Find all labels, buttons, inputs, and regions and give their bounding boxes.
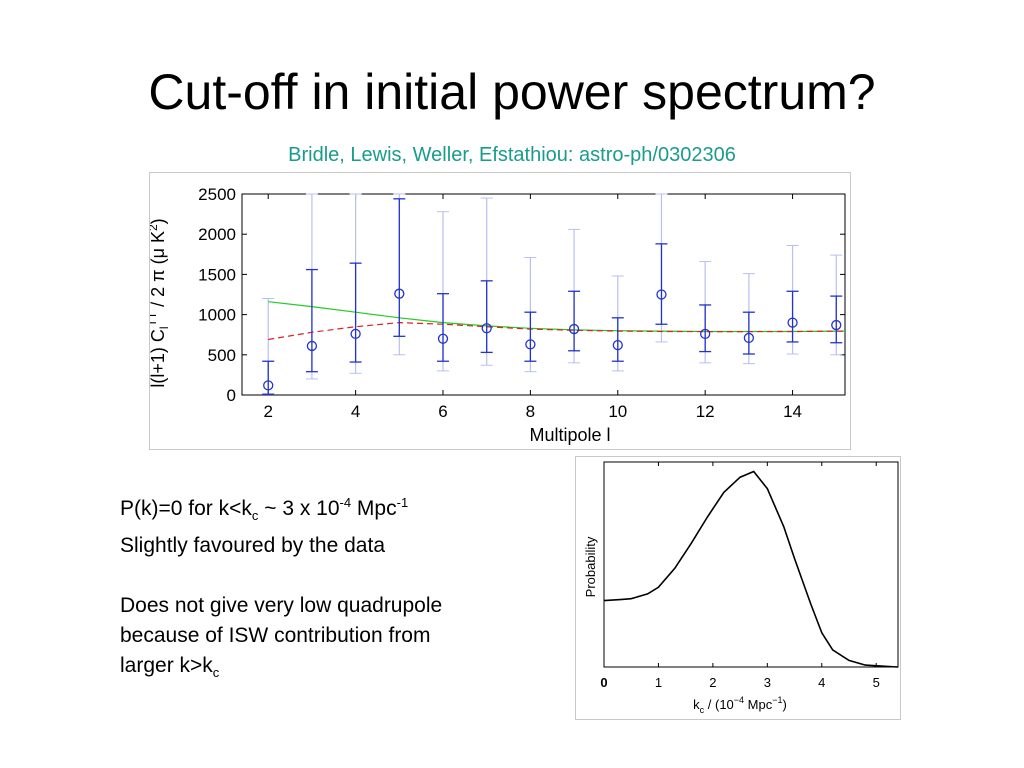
data-point (263, 380, 274, 391)
probability-chart: 0 1 2 3 4 5 Probability kc / (10−4 Mpc−1) (575, 456, 901, 720)
probability-curve (603, 470, 899, 668)
x-tick-label: 10 (608, 402, 627, 421)
x-tick-label: 3 (764, 675, 771, 690)
text-line-3: Does not give very low quadrupole (120, 594, 443, 618)
x-tick-label: 1 (655, 675, 662, 690)
y-tick-label: 2500 (198, 185, 236, 204)
slide-subtitle: Bridle, Lewis, Weller, Efstathiou: astro… (288, 144, 736, 166)
data-point (831, 319, 842, 331)
line5-part-a: larger k>k (120, 654, 213, 678)
data-point (394, 288, 405, 299)
y-tick-label: 2000 (198, 225, 236, 244)
data-point (700, 328, 711, 340)
line5-sub: c (212, 665, 220, 681)
slide-title: Cut-off in initial power spectrum? (148, 64, 876, 120)
line1-part-c: Mpc (351, 497, 397, 520)
y-tick-label: 1500 (198, 265, 236, 284)
line1-part-b: ~ 3 x 10 (258, 497, 340, 520)
line1-part-a: P(k)=0 for k<k (120, 497, 252, 520)
text-line-1: P(k)=0 for k<kc ~ 3 x 10-4 Mpc-1 (120, 488, 560, 531)
standard-model-curve (268, 301, 846, 333)
power-spectrum-plot: l(l+1) ClTT / 2 π (μ K2) 2 4 6 8 10 12 14 0 500 1… (145, 185, 846, 445)
text-line-5: larger k>kc (120, 651, 560, 688)
data-point (525, 339, 536, 350)
line1-sub: c (251, 508, 259, 524)
y-axis-label: l(l+1) ClTT / 2 π (μ K2) (150, 218, 171, 387)
x-tick-label: 5 (873, 675, 880, 690)
text-line-4: because of ISW contribution from (120, 624, 431, 648)
x-tick-label: 4 (351, 402, 360, 421)
probability-plot: 0 1 2 3 4 5 Probability kc / (10−4 Mpc−1) (583, 461, 899, 715)
data-point (306, 340, 318, 352)
data-point (568, 323, 580, 335)
x-tick-label: 2 (709, 675, 716, 690)
x-tick-label: 8 (526, 402, 535, 421)
data-point (612, 340, 623, 351)
slide-body: P(k)=0 for k<kc ~ 3 x 10-4 Mpc-1 Slightl… (120, 488, 560, 688)
data-point (437, 333, 449, 344)
y-tick-label: 500 (208, 346, 236, 365)
x-tick-label: 6 (438, 402, 447, 421)
line1-sup: -4 (339, 495, 352, 510)
x-tick-label: 0 (600, 675, 607, 690)
x-tick-label: 2 (263, 402, 272, 421)
cutoff-model-curve (268, 321, 846, 341)
data-point (743, 332, 755, 344)
probability-y-label: Probability (583, 536, 598, 597)
x-tick-label: 4 (818, 675, 825, 690)
plot-box (241, 193, 846, 396)
plot-box (603, 461, 899, 668)
power-spectrum-chart: l(l+1) ClTT / 2 π (μ K2) 2 4 6 8 10 12 14 0 500 1… (145, 172, 851, 450)
x-tick-label: 14 (783, 402, 802, 421)
x-tick-label: 12 (696, 402, 715, 421)
y-tick-label: 0 (227, 386, 236, 405)
data-point (787, 317, 798, 328)
line1-sup2: -1 (396, 495, 409, 510)
x-axis-label: Multipole l (529, 425, 610, 445)
data-point (350, 328, 361, 340)
data-point (656, 289, 667, 300)
data-point (481, 323, 492, 334)
y-tick-label: 1000 (198, 306, 236, 325)
text-line-2: Slightly favoured by the data (120, 534, 386, 558)
probability-x-label: kc / (10−4 Mpc−1) (693, 695, 787, 715)
